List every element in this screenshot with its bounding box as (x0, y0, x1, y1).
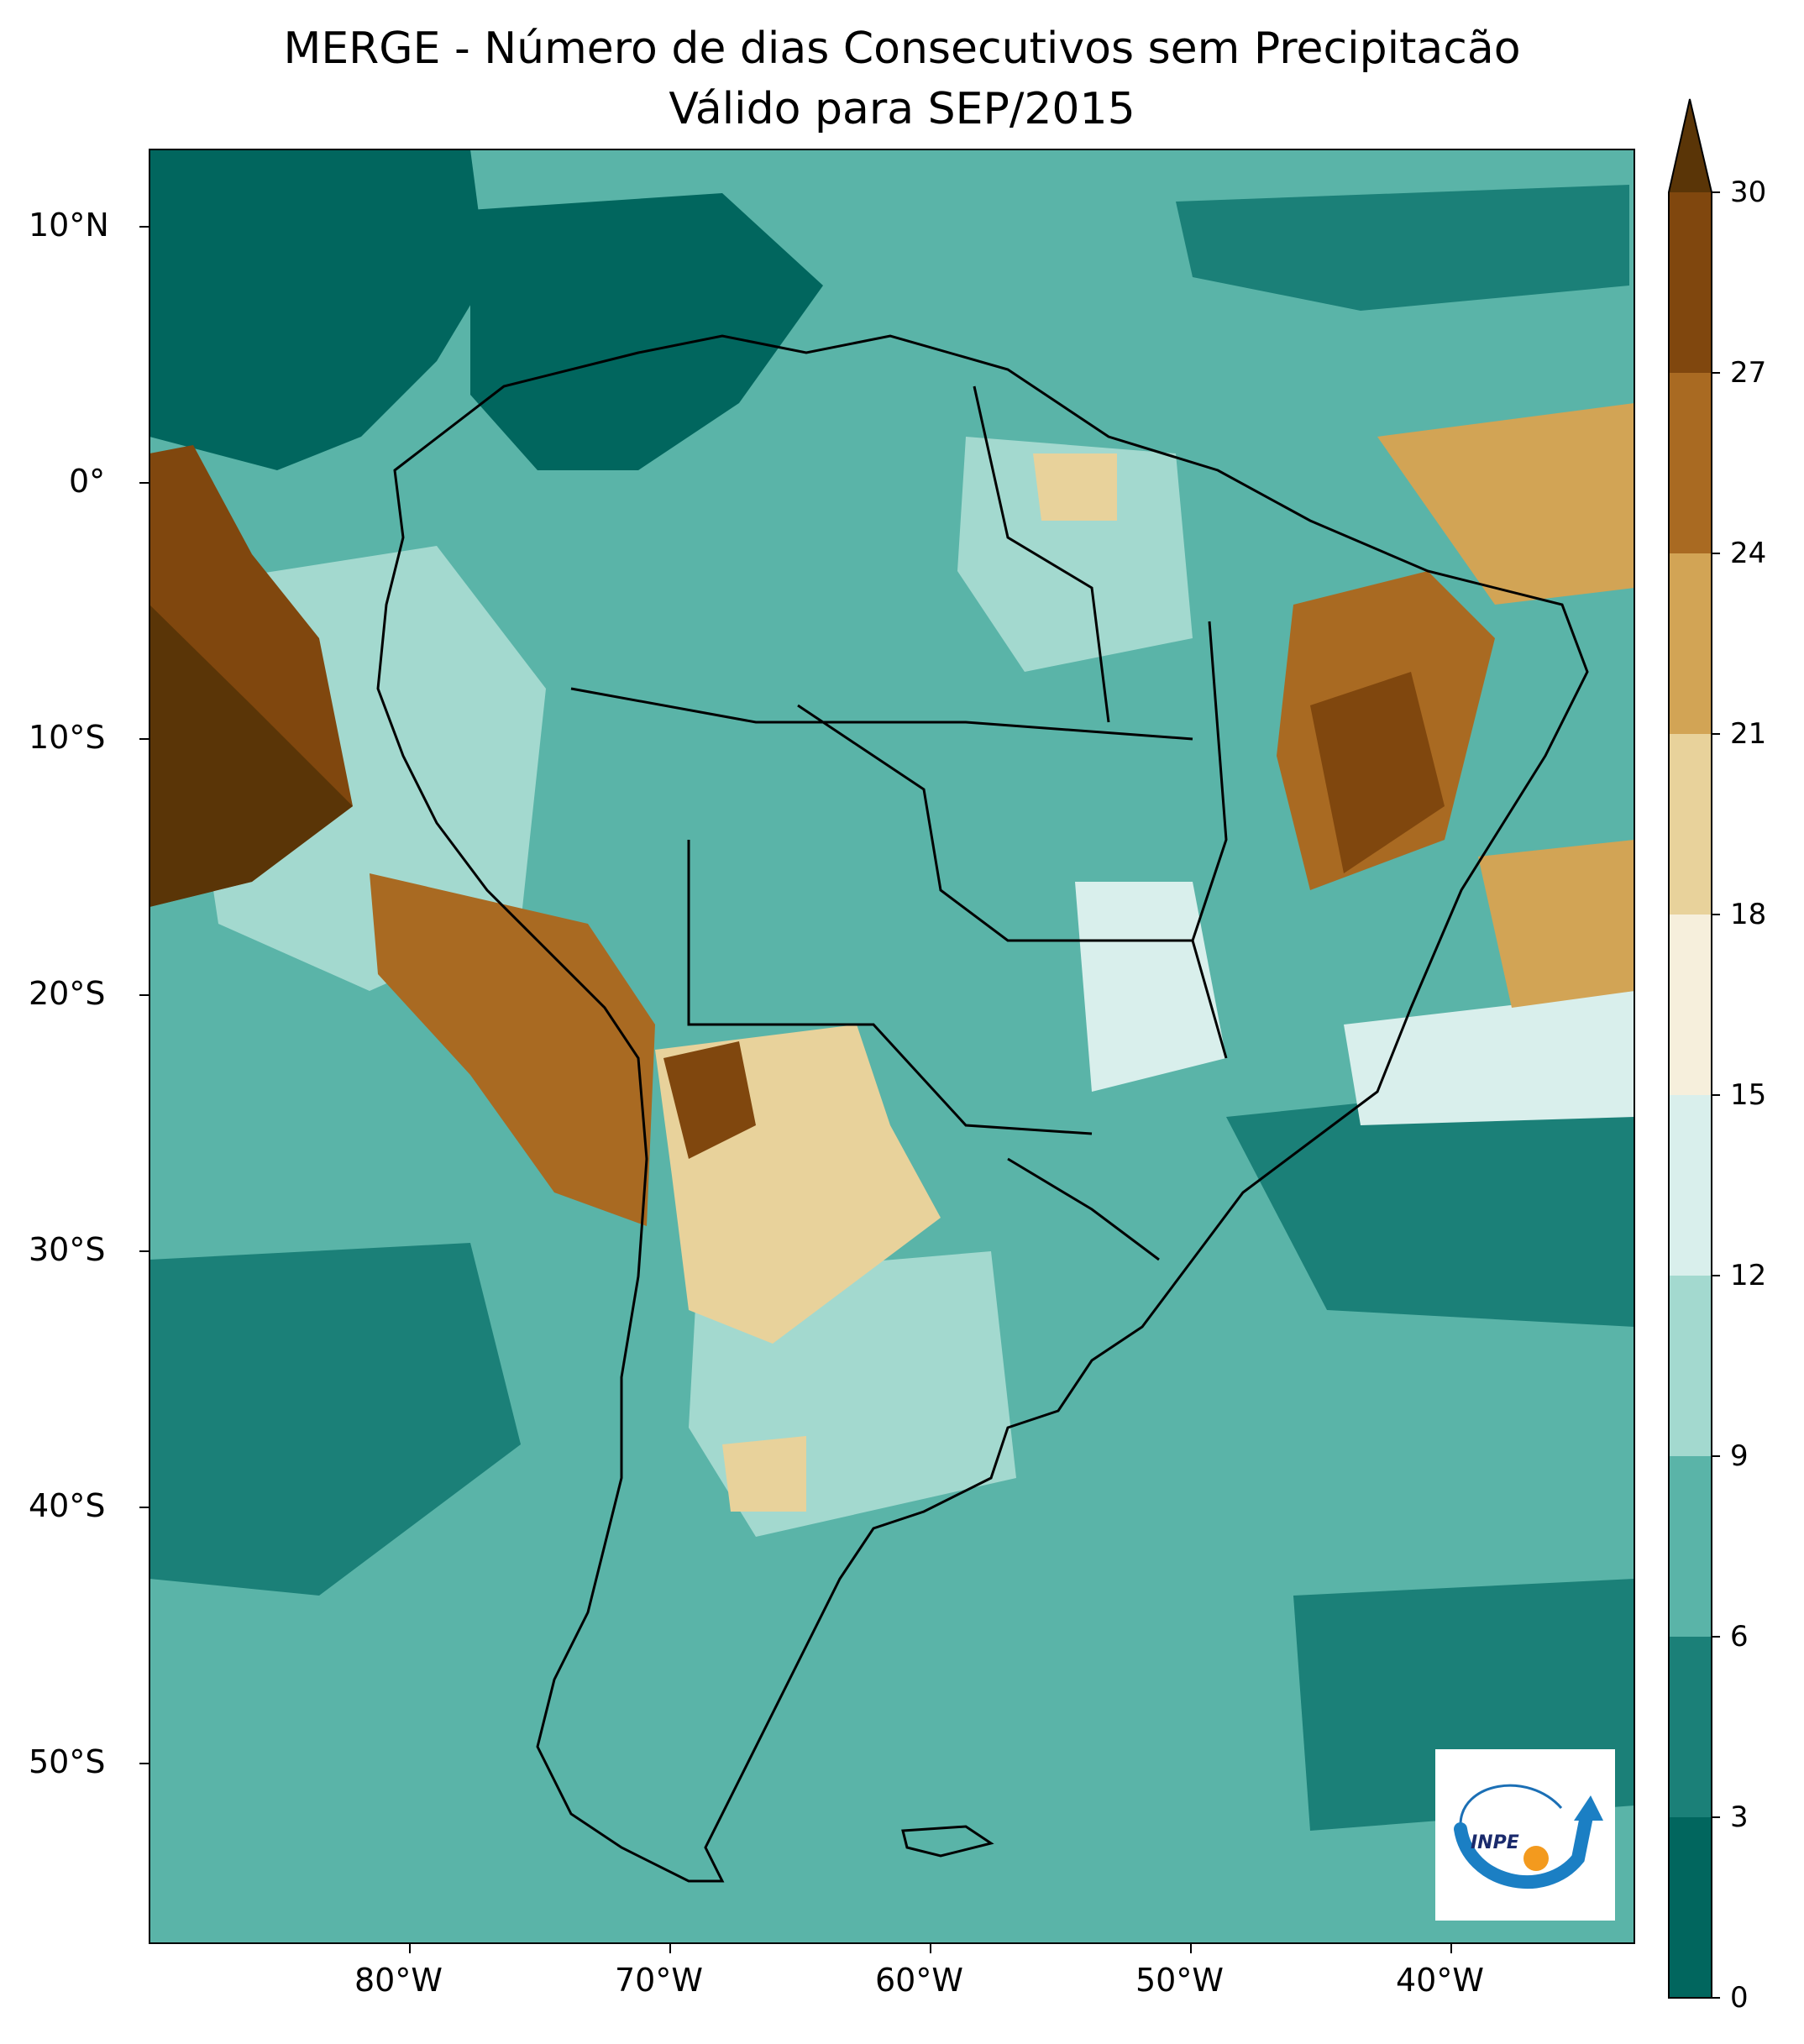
dark-region-pacific (149, 1243, 521, 1596)
lat-label: 10°N (29, 207, 109, 244)
colorbar-segment (1669, 915, 1712, 1095)
colorbar (1668, 98, 1720, 1999)
lon-label: 70°W (615, 1962, 703, 1999)
dry-patch-argentina (722, 1436, 806, 1512)
light-region-central-brazil (1075, 882, 1226, 1092)
colorbar-tick-label: 15 (1730, 1078, 1767, 1112)
border-line (973, 385, 1110, 723)
border-line (1007, 1157, 1160, 1261)
colorbar-segment (1669, 373, 1712, 553)
colorbar-segment (1669, 192, 1712, 373)
lon-label: 40°W (1396, 1962, 1484, 1999)
very-dry-region-northeast-brazil (1310, 672, 1445, 873)
dry-region-atlantic-equator (1377, 403, 1634, 605)
colorbar-tick-label: 9 (1730, 1439, 1749, 1473)
colorbar-segment (1669, 1817, 1712, 1998)
colorbar-tick-label: 12 (1730, 1259, 1767, 1292)
colorbar-tick-label: 21 (1730, 717, 1767, 751)
colorbar-segment (1669, 553, 1712, 734)
very-dry-region-pacific (149, 605, 353, 907)
dark-region-atlantic-south (1226, 1075, 1634, 1327)
dry-patch-amazon (1033, 453, 1117, 521)
dark-region-caribbean (149, 149, 487, 470)
lat-label: 10°S (29, 719, 106, 756)
continent-outline (376, 334, 1589, 1883)
light-region-atlantic-band (1344, 991, 1634, 1125)
lon-label: 80°W (354, 1962, 443, 1999)
light-region-amazon-east (957, 437, 1193, 672)
border-line (797, 704, 1193, 942)
colorbar-segment (1669, 1456, 1712, 1637)
colorbar-segment (1669, 1095, 1712, 1276)
lat-label: 20°S (29, 975, 106, 1012)
logo-text: INPE (1471, 1832, 1519, 1853)
lon-label: 50°W (1135, 1962, 1224, 1999)
colorbar-tick-label: 6 (1730, 1620, 1749, 1654)
dark-region-atlantic-north (1176, 185, 1629, 311)
colorbar-tick-label: 24 (1730, 537, 1767, 570)
map-frame (149, 149, 1635, 1944)
colorbar-tick-label: 27 (1730, 356, 1767, 390)
border-line (687, 840, 1093, 1135)
lat-label: 0° (69, 463, 106, 500)
very-dry-region-bolivia (663, 1041, 756, 1159)
colorbar-tick-label: 30 (1730, 176, 1767, 209)
lat-label: 30°S (29, 1231, 106, 1268)
lon-label: 60°W (875, 1962, 963, 1999)
inpe-logo: INPE (1435, 1749, 1615, 1921)
falkland-islands (901, 1825, 994, 1858)
colorbar-segment (1669, 1637, 1712, 1817)
colorbar-extend-arrow (1669, 99, 1712, 192)
dry-region-atlantic-east (1478, 840, 1634, 1008)
colorbar-tick-label: 18 (1730, 898, 1767, 931)
dry-region-peru-coast (370, 873, 655, 1226)
colorbar-tick-label: 3 (1730, 1800, 1749, 1834)
border-line (570, 687, 1193, 741)
colorbar-tick-label: 0 (1730, 1981, 1749, 2015)
map-title: MERGE - Número de dias Consecutivos sem … (283, 24, 1521, 74)
lat-label: 40°S (29, 1487, 106, 1524)
colorbar-segment (1669, 734, 1712, 915)
dark-region-amazon-west (470, 193, 823, 470)
lat-label: 50°S (29, 1743, 106, 1780)
border-line (1191, 621, 1228, 1059)
colorbar-segment (1669, 1276, 1712, 1456)
map-subtitle: Válido para SEP/2015 (669, 84, 1135, 134)
